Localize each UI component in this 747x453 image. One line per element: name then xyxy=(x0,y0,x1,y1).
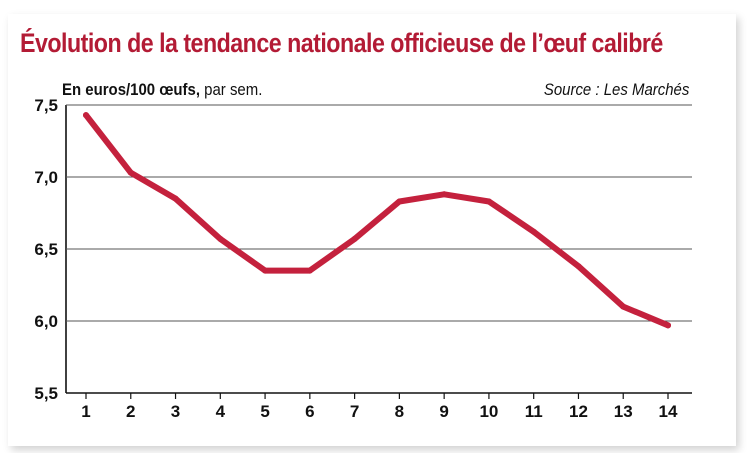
x-tick-label: 1 xyxy=(81,402,90,421)
x-tick-label: 12 xyxy=(569,402,588,421)
data-point xyxy=(351,235,358,242)
x-tick-label: 3 xyxy=(171,402,180,421)
data-point xyxy=(665,322,671,329)
gridlines xyxy=(65,104,692,394)
y-tick-label: 5,5 xyxy=(34,384,58,403)
data-point xyxy=(127,169,134,176)
subtitle-unit: En euros/100 œufs, xyxy=(62,80,201,99)
x-tick-label: 7 xyxy=(350,402,359,421)
data-point xyxy=(83,112,89,119)
x-axis-ticks: 1 2 3 4 5 6 7 8 9 10 11 12 13 14 xyxy=(81,393,678,421)
subtitle-period: par sem. xyxy=(200,80,263,99)
data-point xyxy=(575,263,582,270)
y-tick-label: 6,0 xyxy=(34,312,58,331)
series-line xyxy=(83,112,671,329)
chart-subtitle: En euros/100 œufs, par sem. xyxy=(62,80,262,100)
data-point xyxy=(217,235,224,242)
chart-card xyxy=(8,14,736,446)
y-tick-label: 7,5 xyxy=(34,96,58,115)
data-point xyxy=(262,267,269,274)
data-point xyxy=(485,198,492,205)
x-tick-label: 4 xyxy=(216,402,226,421)
y-tick-label: 7,0 xyxy=(34,168,58,187)
x-tick-label: 11 xyxy=(525,402,543,421)
x-tick-label: 2 xyxy=(126,402,135,421)
y-tick-label: 6,5 xyxy=(34,240,58,259)
data-point xyxy=(620,303,627,310)
data-point xyxy=(306,267,313,274)
x-tick-label: 9 xyxy=(439,402,448,421)
x-tick-label: 8 xyxy=(395,402,404,421)
x-tick-label: 6 xyxy=(305,402,314,421)
x-tick-label: 5 xyxy=(260,402,269,421)
chart-title: Évolution de la tendance nationale offic… xyxy=(20,28,663,58)
data-point xyxy=(441,191,448,198)
data-point xyxy=(396,198,403,205)
x-tick-label: 14 xyxy=(659,402,678,421)
data-point xyxy=(530,228,537,235)
data-point xyxy=(172,195,179,202)
x-tick-label: 13 xyxy=(614,402,633,421)
series-group xyxy=(83,112,671,329)
x-tick-label: 10 xyxy=(479,402,498,421)
y-axis-ticks: 7,5 7,0 6,5 6,0 5,5 xyxy=(34,96,58,403)
chart-source: Source : Les Marchés xyxy=(543,80,689,99)
